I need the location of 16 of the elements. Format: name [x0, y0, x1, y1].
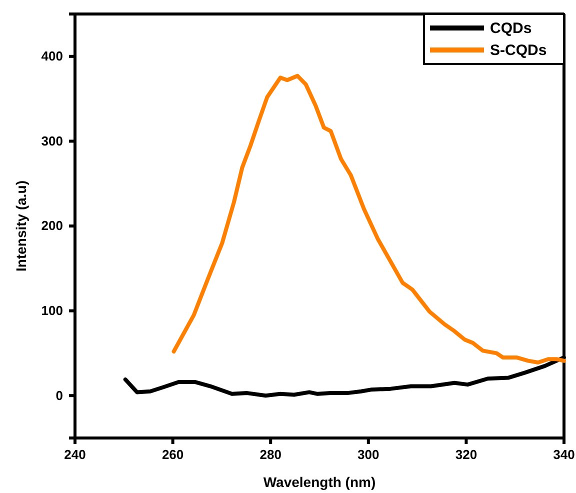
y-tick-label: 400: [41, 48, 63, 64]
line-series: [172, 74, 566, 365]
y-tick-label: 0: [56, 388, 63, 403]
y-tick-label: 200: [41, 218, 63, 234]
legend-label: CQDs: [490, 20, 532, 37]
y-axis-title: Intensity (a.u): [13, 180, 29, 272]
x-tick-label: 240: [64, 447, 86, 462]
x-axis-title: Wavelength (nm): [263, 474, 376, 490]
y-tick-label: 300: [41, 133, 63, 148]
x-tick-label: 340: [553, 447, 575, 462]
x-tick-label: 300: [358, 447, 380, 462]
x-tick-label: 320: [455, 447, 478, 462]
legend-label: S-CQDs: [490, 42, 547, 59]
x-tick-label: 260: [162, 447, 184, 462]
x-tick-label: 280: [260, 447, 282, 462]
y-tick-label: 100: [41, 302, 63, 318]
